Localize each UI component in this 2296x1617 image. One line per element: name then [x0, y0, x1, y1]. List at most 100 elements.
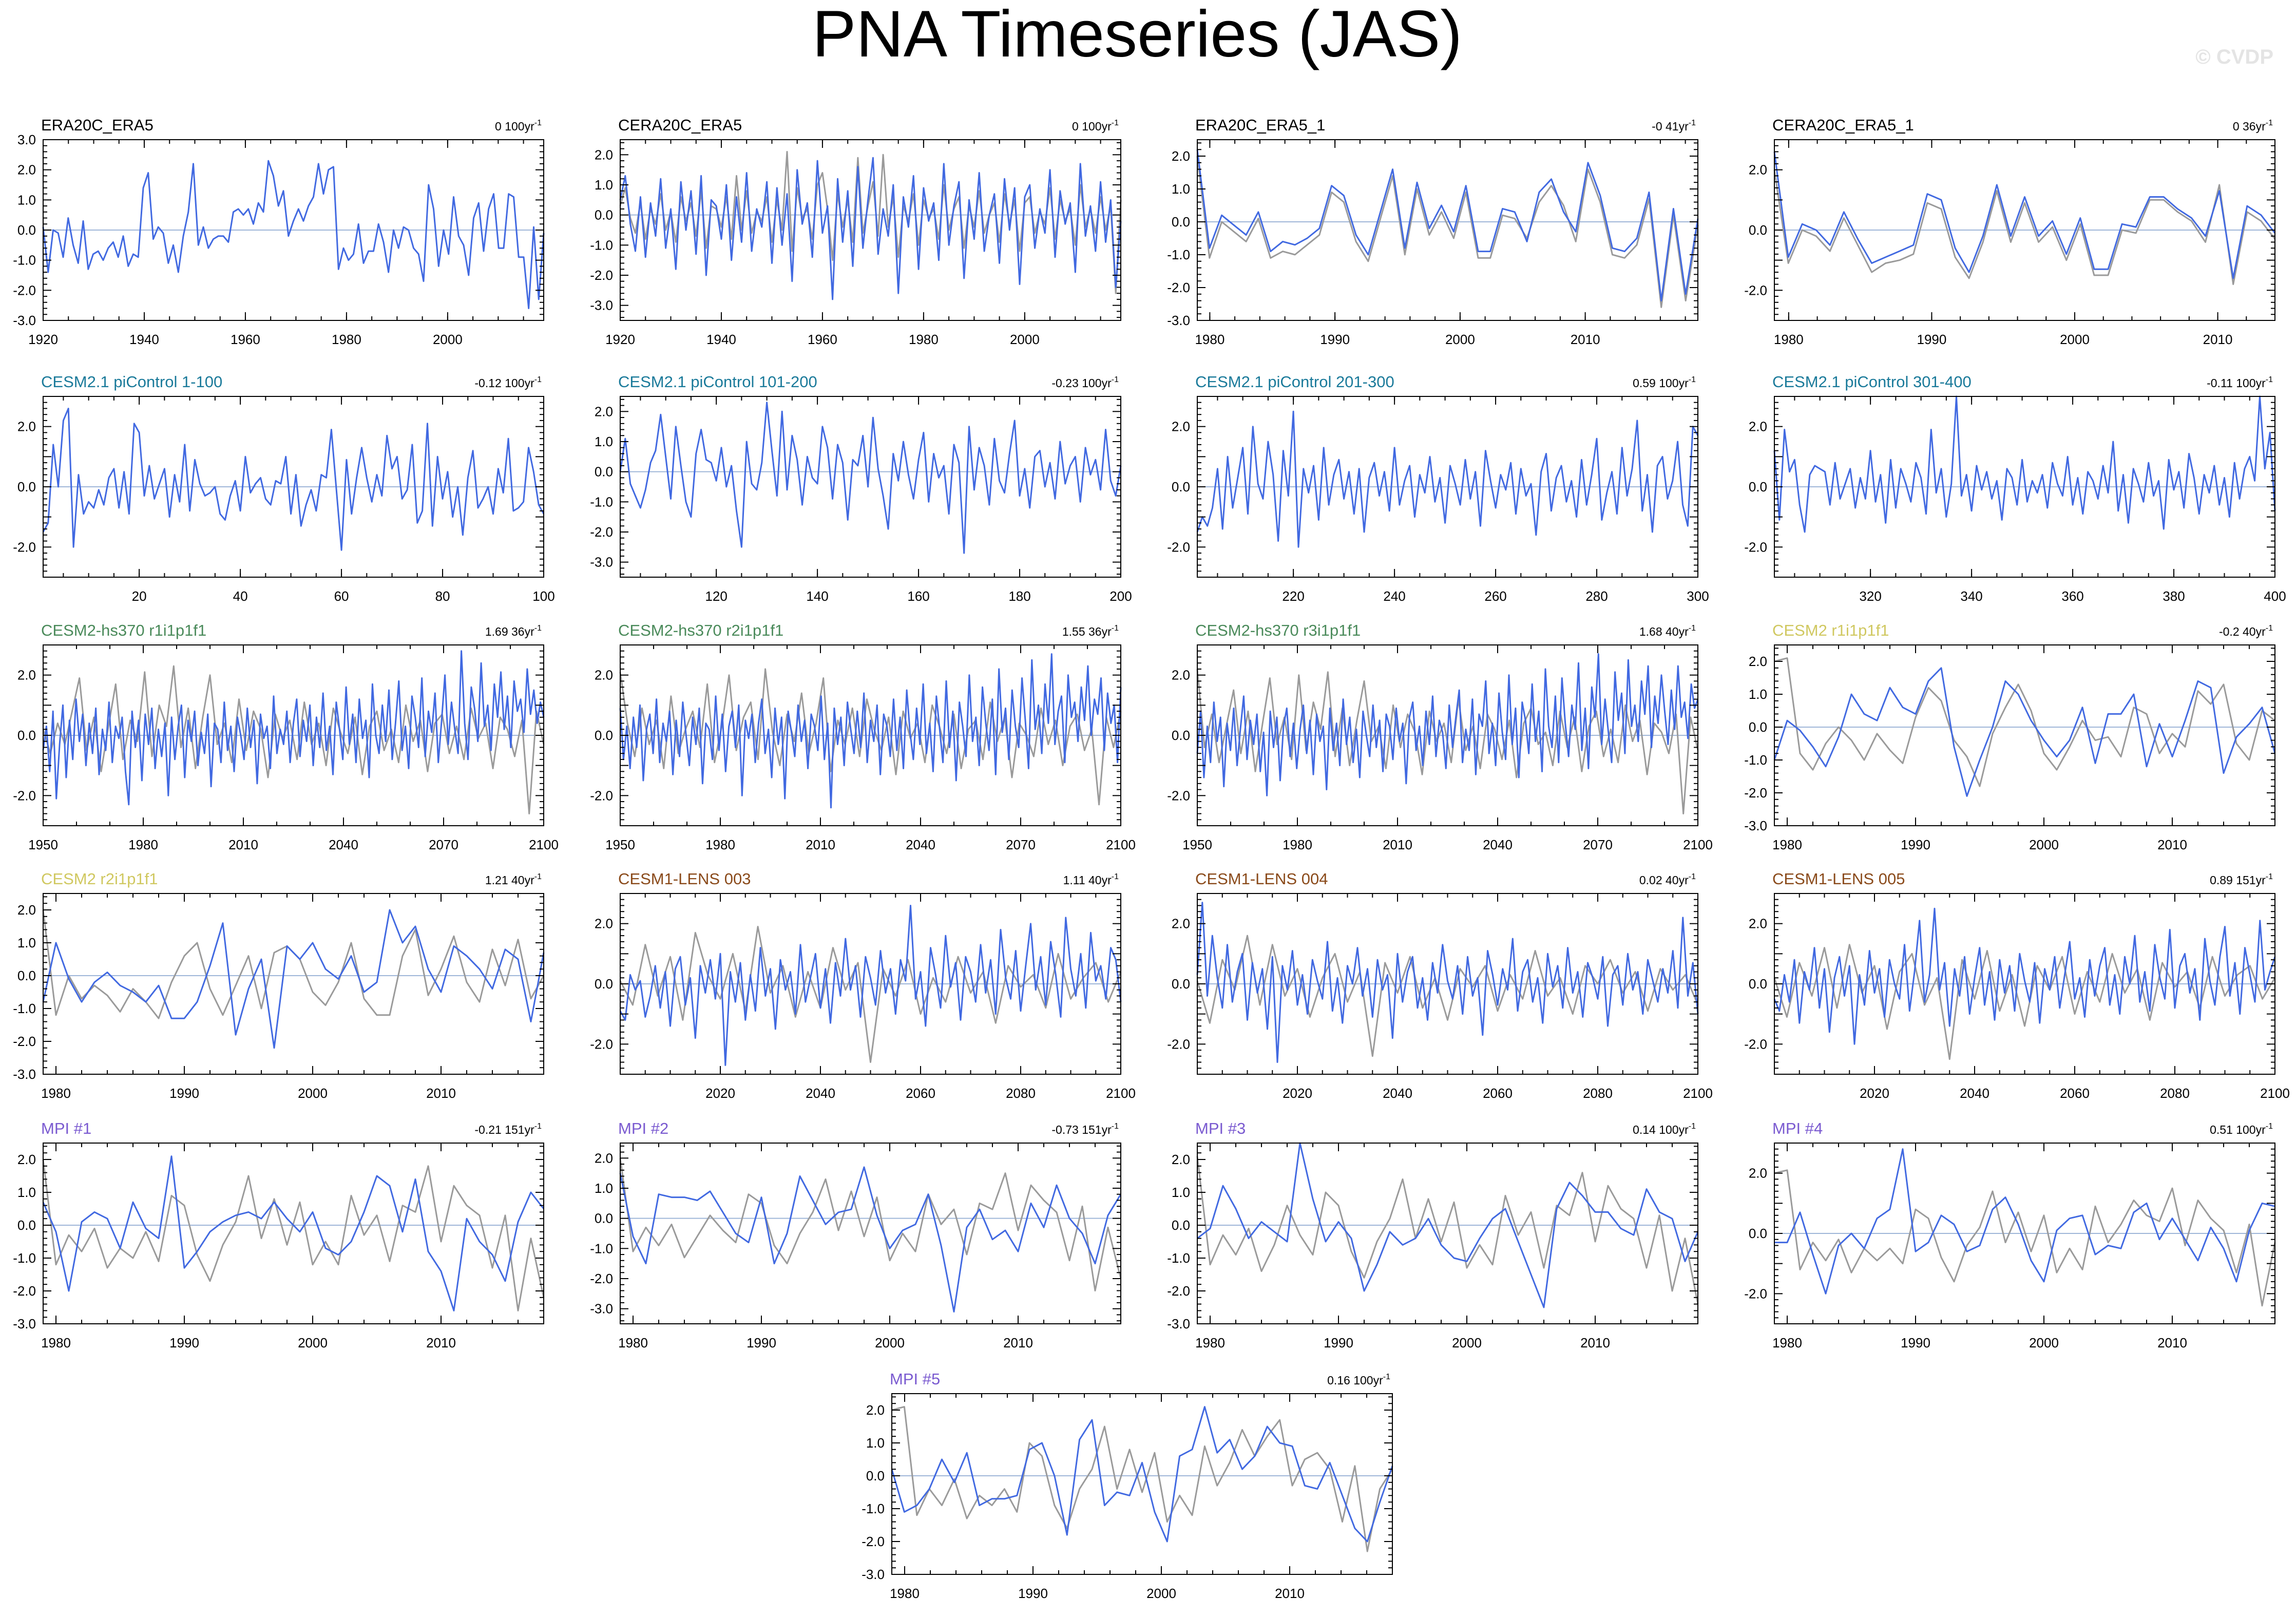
y-tick-label: -2.0	[1744, 1286, 1767, 1301]
y-tick-label: 2.0	[17, 162, 36, 178]
model-series-line	[1773, 151, 2276, 279]
y-tick-label: 0.0	[17, 728, 36, 743]
y-tick-label: -3.0	[1167, 1316, 1190, 1331]
plot-frame	[1197, 139, 1698, 321]
trend-annotation: 0.14 100yr-1	[1633, 1122, 1696, 1136]
y-tick-label: 2.0	[17, 1152, 36, 1167]
x-tick-label: 2060	[1483, 1086, 1513, 1101]
trend-annotation: -0.23 100yr-1	[1051, 375, 1119, 390]
y-tick-label: -3.0	[13, 313, 36, 328]
y-tick-label: 2.0	[595, 1150, 613, 1166]
reference-series-line	[1774, 1169, 2276, 1307]
x-tick-label: 2010	[1003, 1335, 1033, 1350]
x-tick-label: 2020	[1283, 1086, 1312, 1101]
trend-exponent: -1	[1383, 1373, 1390, 1381]
y-tick-label: -1.0	[1744, 752, 1767, 768]
trend-value: -0.21	[474, 1123, 505, 1136]
trend-annotation: 1.11 40yr-1	[1063, 872, 1119, 887]
trend-annotation: -0.11 100yr-1	[2207, 375, 2273, 390]
x-tick-label: 260	[1484, 588, 1506, 604]
x-tick-label: 2000	[433, 332, 463, 347]
panel-label: CESM2 r2i1p1f1	[41, 870, 158, 888]
y-tick-label: -3.0	[13, 1067, 36, 1082]
y-tick-label: 0.0	[17, 968, 36, 983]
x-tick-label: 2010	[806, 837, 835, 852]
x-tick-label: 1990	[1917, 332, 1947, 347]
trend-unit: 100yr	[1082, 376, 1112, 390]
y-tick-label: -2.0	[1167, 1036, 1190, 1052]
panel-label: MPI #1	[41, 1119, 91, 1137]
trend-exponent: -1	[1112, 375, 1119, 384]
y-tick-label: 2.0	[595, 404, 613, 419]
trend-exponent: -1	[534, 119, 542, 127]
y-tick-label: 1.0	[1749, 687, 1767, 702]
panel-4: CERA20C_ERA5_1 0 36yr-1 -2.0 0.0 2.0 1980 1990…	[1744, 116, 2276, 347]
x-tick-label: 2010	[426, 1086, 456, 1101]
x-tick-label: 1920	[605, 332, 635, 347]
panel-label: CESM1-LENS 003	[618, 870, 751, 888]
y-tick-label: -3.0	[1167, 313, 1190, 328]
trend-value: 0	[1072, 120, 1082, 133]
trend-unit: 100yr	[1659, 376, 1689, 390]
y-tick-label: 1.0	[595, 1181, 613, 1196]
y-tick-label: 0.0	[1749, 479, 1767, 494]
trend-value: -0.23	[1051, 376, 1082, 390]
y-tick-label: 0.0	[1749, 976, 1767, 992]
plot-frame	[891, 1393, 1393, 1575]
model-series-line	[619, 157, 1122, 300]
x-tick-label: 1940	[706, 332, 736, 347]
x-tick-label: 2010	[1383, 837, 1412, 852]
plot-frame	[1774, 644, 2275, 826]
x-tick-label: 1980	[1195, 332, 1224, 347]
trend-unit: 41yr	[1666, 120, 1689, 133]
panel-21: MPI #5 0.16 100yr-1 -3.0 -2.0 -1.0 0.0 1.0 2.0 1…	[862, 1370, 1393, 1601]
x-tick-label: 1980	[1195, 1335, 1225, 1350]
x-tick-label: 1990	[1320, 332, 1350, 347]
model-series-line	[1197, 1142, 1699, 1308]
trend-annotation: 0 100yr-1	[495, 119, 542, 133]
trend-value: 1.69	[485, 625, 511, 638]
plot-frame	[43, 893, 544, 1075]
panel-label: CESM1-LENS 004	[1195, 870, 1328, 888]
trend-value: 1.11	[1063, 873, 1088, 887]
x-tick-label: 80	[435, 588, 450, 604]
x-tick-label: 2010	[2157, 837, 2187, 852]
reference-series-line	[1196, 156, 1699, 308]
panel-5: CESM2.1 piControl 1-100 -0.12 100yr-1 -2.0…	[13, 373, 555, 604]
panel-7: CESM2.1 piControl 201-300 0.59 100yr-1 -2.…	[1167, 373, 1709, 604]
panel-14: CESM1-LENS 003 1.11 40yr-1 -2.0 0.0 2.0 2020 2…	[590, 870, 1136, 1101]
y-tick-label: -2.0	[590, 788, 613, 803]
x-tick-label: 2010	[1571, 332, 1600, 347]
y-tick-label: -1.0	[590, 1241, 613, 1256]
y-tick-label: 2.0	[1172, 1152, 1190, 1167]
panel-label: MPI #4	[1772, 1119, 1823, 1137]
panel-9: CESM2-hs370 r1i1p1f1 1.69 36yr-1 -2.0 0.0 2.…	[13, 621, 559, 852]
x-tick-label: 2080	[1006, 1086, 1036, 1101]
x-tick-label: 2040	[1483, 837, 1513, 852]
x-tick-label: 2100	[1683, 1086, 1713, 1101]
panel-label: MPI #3	[1195, 1119, 1246, 1137]
x-tick-label: 2100	[2260, 1086, 2290, 1101]
x-tick-label: 220	[1282, 588, 1304, 604]
panel-label: ERA20C_ERA5_1	[1195, 116, 1325, 134]
x-tick-label: 2000	[1010, 332, 1040, 347]
panel-1: ERA20C_ERA5 0 100yr-1 -3.0 -2.0 -1.0 0.0 1.0 2.…	[13, 116, 545, 347]
y-tick-label: 0.0	[17, 479, 36, 494]
x-tick-label: 20	[132, 588, 147, 604]
y-tick-label: 2.0	[1749, 419, 1767, 434]
x-tick-label: 2020	[705, 1086, 735, 1101]
model-series-line	[42, 160, 545, 309]
y-tick-label: 0.0	[1172, 728, 1190, 743]
trend-value: -0.73	[1051, 1123, 1082, 1136]
y-tick-label: -1.0	[13, 1001, 36, 1016]
x-tick-label: 2000	[1146, 1586, 1176, 1601]
y-tick-label: 3.0	[17, 132, 36, 147]
panel-15: CESM1-LENS 004 0.02 40yr-1 -2.0 0.0 2.0 2020 2…	[1167, 870, 1713, 1101]
trend-annotation: 1.55 36yr-1	[1062, 624, 1119, 638]
trend-value: 1.55	[1062, 625, 1088, 638]
x-tick-label: 2100	[1106, 1086, 1136, 1101]
x-tick-label: 1950	[605, 837, 635, 852]
trend-unit: 36yr	[511, 625, 534, 638]
x-tick-label: 2040	[1383, 1086, 1412, 1101]
x-tick-label: 240	[1383, 588, 1405, 604]
